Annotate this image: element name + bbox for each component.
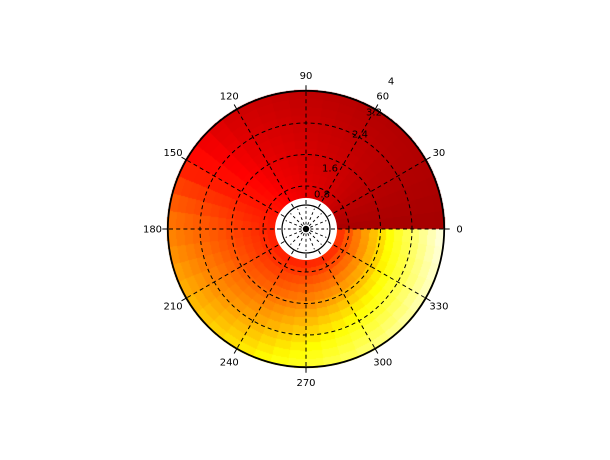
- theta-tick-mark: [233, 104, 238, 110]
- r-tick-label: 4: [388, 77, 394, 88]
- theta-tick-label: 330: [429, 301, 448, 312]
- theta-tick-mark: [374, 348, 379, 354]
- theta-gridline: [236, 109, 294, 208]
- theta-gridline: [327, 241, 426, 299]
- theta-tick-mark: [425, 297, 431, 302]
- theta-tick-label: 240: [220, 357, 239, 368]
- center-ornament: [167, 90, 445, 368]
- outer-tick-marks: [162, 85, 450, 373]
- theta-tick-mark: [425, 156, 431, 161]
- theta-gridline: [327, 159, 426, 217]
- theta-tick-mark: [233, 348, 238, 354]
- theta-gridline: [186, 159, 285, 217]
- theta-tick-mark: [181, 297, 187, 302]
- r-tick-label: 0.8: [314, 190, 330, 201]
- theta-tick-label: 210: [164, 301, 183, 312]
- center-dot: [302, 225, 310, 233]
- theta-tick-mark: [181, 156, 187, 161]
- theta-gridline: [318, 250, 376, 349]
- theta-tick-label: 120: [220, 92, 239, 103]
- r-tick-label: 2.4: [352, 130, 368, 141]
- theta-tick-label: 300: [373, 357, 392, 368]
- theta-gridline: [318, 109, 376, 208]
- r-tick-labels: 0.8 1.6 2.4 3.2 4: [314, 77, 394, 201]
- r-tick-label: 1.6: [322, 164, 338, 175]
- theta-tick-label: 150: [164, 148, 183, 159]
- theta-tick-label: 90: [300, 71, 313, 82]
- theta-tick-label: 270: [296, 378, 315, 389]
- theta-gridline: [186, 241, 285, 299]
- theta-tick-label: 180: [143, 225, 162, 236]
- r-gridline-circle: [231, 154, 381, 304]
- theta-tick-label: 0: [456, 225, 462, 236]
- theta-gridline: [236, 250, 294, 349]
- theta-tick-labels: 0 30 60 90 120 150 180 210 240 270 300 330: [143, 71, 463, 389]
- theta-tick-label: 30: [433, 148, 446, 159]
- r-tick-label: 3.2: [366, 108, 382, 119]
- theta-tick-mark: [374, 104, 379, 110]
- theta-tick-label: 60: [376, 92, 389, 103]
